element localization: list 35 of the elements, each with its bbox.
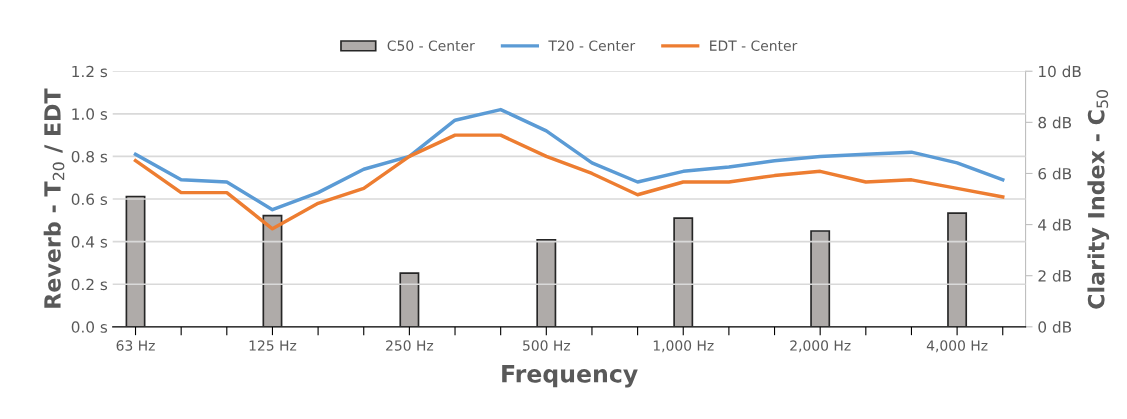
y-tick-label: 0.2 s xyxy=(71,278,108,291)
legend-label: C50 - Center xyxy=(387,40,475,51)
y2-tick-label: 4 dB xyxy=(1038,218,1072,231)
bar xyxy=(262,214,283,327)
x-tick-label: 125 Hz xyxy=(249,340,297,351)
y-tick-label: 0.6 s xyxy=(71,193,108,206)
y-tick-label: 0.4 s xyxy=(71,236,108,248)
y2-axis-title: Clarity Index - C$_{50}$ xyxy=(1087,90,1110,309)
bar xyxy=(399,272,420,327)
y2-tick-label: 8 dB xyxy=(1038,116,1072,129)
x-tick-label: 1,000 Hz xyxy=(653,340,714,353)
x-tick-label: 2,000 Hz xyxy=(790,340,851,353)
line-series xyxy=(133,107,1005,212)
y2-tick-label: 6 dB xyxy=(1038,167,1072,180)
line-series xyxy=(133,133,1005,231)
y-tick-label: 0.8 s xyxy=(71,150,108,163)
x-tick-label: 4,000 Hz xyxy=(926,340,988,353)
bar xyxy=(125,195,146,327)
y-tick-label: 1.2 s xyxy=(72,65,108,78)
y2-tick-label: 0 dB xyxy=(1038,321,1072,333)
y-tick-label: 1.0 s xyxy=(72,108,108,120)
y2-tick-label: 10 dB xyxy=(1039,65,1081,78)
y-axis-title: Reverb - T$_{20}$ / EDT xyxy=(43,88,65,308)
x-tick-label: 500 Hz xyxy=(523,340,571,351)
x-tick-label: 250 Hz xyxy=(386,340,434,351)
y2-tick-label: 2 dB xyxy=(1038,269,1072,282)
x-axis-title: Frequency xyxy=(502,365,638,388)
legend-label: EDT - Center xyxy=(710,40,798,51)
legend-label: T20 - Center xyxy=(548,40,636,51)
bar xyxy=(673,217,694,327)
bar xyxy=(536,239,557,327)
bar xyxy=(947,212,968,327)
bar xyxy=(810,230,831,327)
y-tick-label: 0.0 s xyxy=(71,321,108,333)
x-tick-label: 63 Hz xyxy=(116,340,155,351)
